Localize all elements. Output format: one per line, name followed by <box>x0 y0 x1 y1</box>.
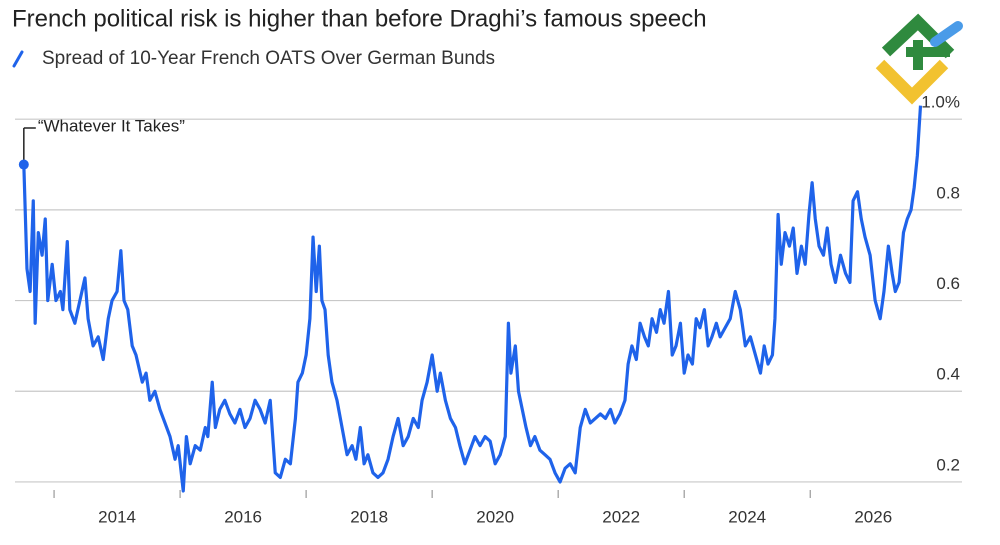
y-tick-label: 1.0% <box>921 93 960 112</box>
x-tick-label: 2014 <box>98 507 136 526</box>
series-line <box>22 105 923 493</box>
chart-title: French political risk is higher than bef… <box>12 5 707 32</box>
x-tick-label: 2022 <box>602 507 640 526</box>
annotation: “Whatever It Takes” <box>38 116 185 135</box>
annotation-point <box>18 159 29 170</box>
legend-swatch <box>12 50 24 68</box>
legend-label: Spread of 10-Year French OATS Over Germa… <box>42 48 495 69</box>
y-tick-label: 0.4 <box>936 365 960 384</box>
y-tick-label: 0.8 <box>936 183 960 202</box>
x-tick-label: 2026 <box>854 507 892 526</box>
x-tick-label: 2016 <box>224 507 262 526</box>
y-tick-label: 0.6 <box>936 274 960 293</box>
logo <box>875 13 963 105</box>
x-tick-label: 2020 <box>476 507 514 526</box>
x-tick-label: 2018 <box>350 507 388 526</box>
x-tick-label: 2024 <box>728 507 766 526</box>
y-tick-label: 0.2 <box>936 455 960 474</box>
